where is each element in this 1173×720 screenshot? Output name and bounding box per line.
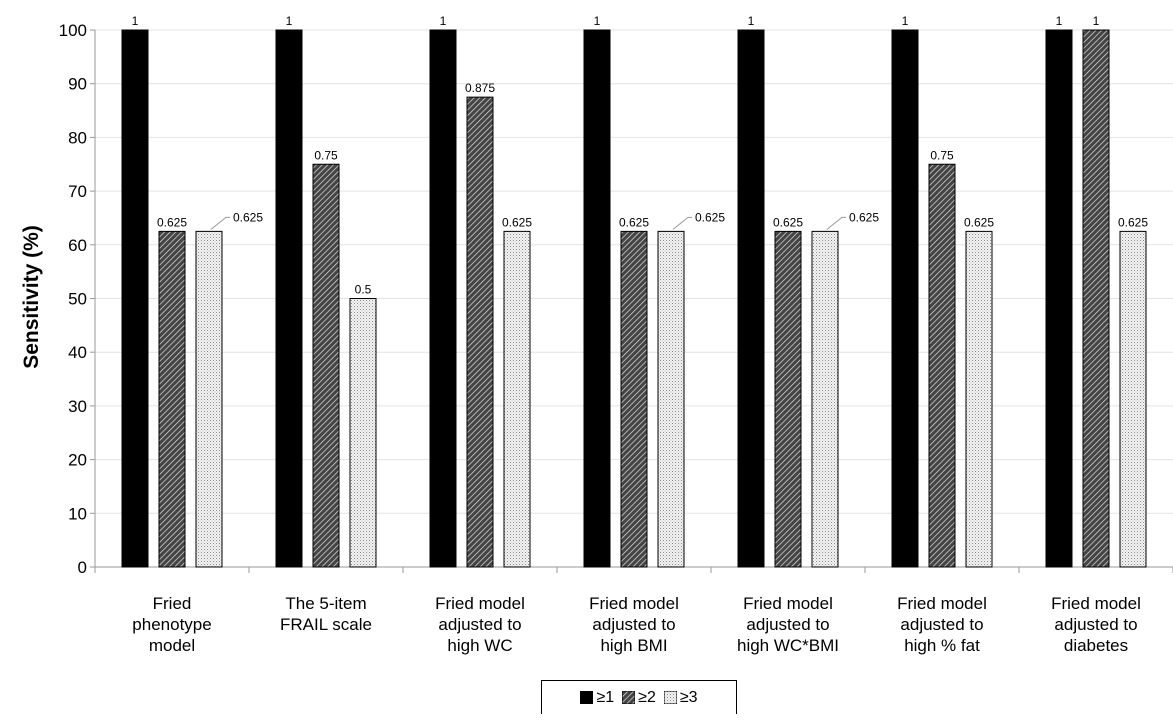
y-tick-label: 60	[68, 236, 87, 255]
y-tick-label: 40	[68, 343, 87, 362]
x-category-label: Fried phenotype model	[132, 594, 211, 655]
data-label: 1	[1056, 14, 1063, 28]
y-tick-label: 0	[78, 558, 87, 577]
y-tick-label: 70	[68, 182, 87, 201]
data-label: 0.625	[849, 210, 879, 224]
legend-label: ≥1	[596, 688, 615, 706]
bar-dots	[965, 230, 993, 568]
bar-dots	[195, 230, 223, 568]
data-label: 1	[286, 14, 293, 28]
data-label: 0.625	[964, 215, 994, 229]
bar-hatch	[774, 230, 802, 568]
bar-dots	[657, 230, 685, 568]
label-leader-line	[672, 216, 692, 230]
data-label: 0.625	[157, 215, 187, 229]
bar-dots	[349, 298, 377, 568]
legend-swatch-solid	[580, 691, 594, 704]
x-category-label: The 5-item FRAIL scale	[280, 594, 372, 634]
bar-solid	[891, 29, 919, 568]
data-label: 1	[748, 14, 755, 28]
legend-item-ge2: ≥2	[622, 689, 656, 707]
bar-hatch	[928, 163, 956, 568]
y-tick-label: 30	[68, 397, 87, 416]
label-leader-line	[210, 216, 230, 230]
data-label: 0.625	[695, 210, 725, 224]
data-label: 1	[902, 14, 909, 28]
legend-swatch-dots	[663, 691, 677, 704]
x-category-label: Fried model adjusted to diabetes	[1051, 594, 1141, 655]
legend: ≥1 ≥2 ≥3	[541, 680, 737, 714]
legend-item-ge3: ≥3	[663, 688, 698, 707]
data-label: 0.875	[465, 81, 495, 95]
legend-label: ≥2	[638, 688, 656, 706]
data-label: 0.625	[1118, 215, 1148, 229]
y-tick-label: 80	[68, 128, 87, 147]
legend-label: ≥3	[679, 688, 698, 706]
y-axis-title: Sensitivity (%)	[20, 225, 43, 369]
bar-dots	[503, 230, 531, 568]
y-tick-label: 100	[59, 21, 87, 40]
bar-dots	[1119, 230, 1147, 568]
data-label: 0.625	[773, 215, 803, 229]
data-label: 0.5	[355, 283, 372, 297]
bar-hatch	[158, 230, 186, 568]
bar-dots	[811, 230, 839, 568]
data-label: 0.75	[314, 148, 338, 162]
data-label: 1	[594, 14, 601, 28]
y-tick-label: 20	[68, 451, 87, 470]
bar-hatch	[620, 230, 648, 568]
y-tick-label: 90	[68, 75, 87, 94]
y-axis-ticks: 0 10 20 30 40 50 60 70 80 90 100	[59, 21, 1173, 577]
data-labels: 1 0.625 0.625 1 0.75 0.5 1 0.875 0.625 1 0.625 0.62…	[132, 14, 1149, 297]
bar-solid	[121, 29, 149, 568]
x-category-label: Fried model adjusted to high BMI	[589, 594, 679, 655]
data-label: 1	[1093, 14, 1100, 28]
y-tick-label: 50	[68, 290, 87, 309]
data-label: 1	[132, 14, 139, 28]
bar-hatch	[466, 96, 494, 568]
data-label: 0.625	[233, 210, 263, 224]
x-category-label: Fried model adjusted to high WC	[435, 594, 525, 655]
data-label: 0.625	[502, 215, 532, 229]
bar-solid	[429, 29, 457, 568]
bar-solid	[275, 29, 303, 568]
bar-hatch	[1082, 29, 1110, 568]
data-label: 1	[440, 14, 447, 28]
bar-solid	[1045, 29, 1073, 568]
label-leader-line	[826, 216, 846, 230]
x-axis-categories: Fried phenotype model The 5-item FRAIL scale…	[132, 594, 1141, 655]
data-label: 0.625	[619, 215, 649, 229]
bar-solid	[583, 29, 611, 568]
y-tick-label: 10	[68, 504, 87, 523]
x-category-label: Fried model adjusted to high % fat	[897, 594, 987, 655]
x-category-label: Fried model adjusted to high WC*BMI	[737, 594, 839, 655]
legend-item-ge1: ≥1	[580, 689, 614, 707]
bar-solid	[737, 29, 765, 568]
bars	[121, 29, 1147, 568]
legend-swatch-hatch	[622, 691, 636, 704]
data-label: 0.75	[930, 148, 954, 162]
bar-hatch	[312, 163, 340, 568]
